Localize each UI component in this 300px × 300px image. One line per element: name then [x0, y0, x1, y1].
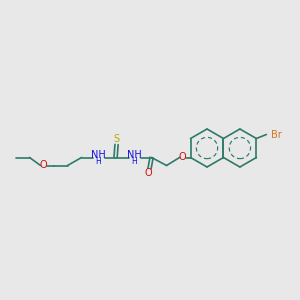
Text: O: O: [145, 167, 152, 178]
Text: H: H: [132, 157, 137, 166]
Text: Br: Br: [272, 130, 282, 140]
Text: NH: NH: [91, 151, 106, 160]
Text: O: O: [40, 160, 47, 170]
Text: H: H: [96, 157, 101, 166]
Text: NH: NH: [127, 151, 142, 160]
Text: S: S: [113, 134, 120, 145]
Text: O: O: [179, 152, 186, 163]
